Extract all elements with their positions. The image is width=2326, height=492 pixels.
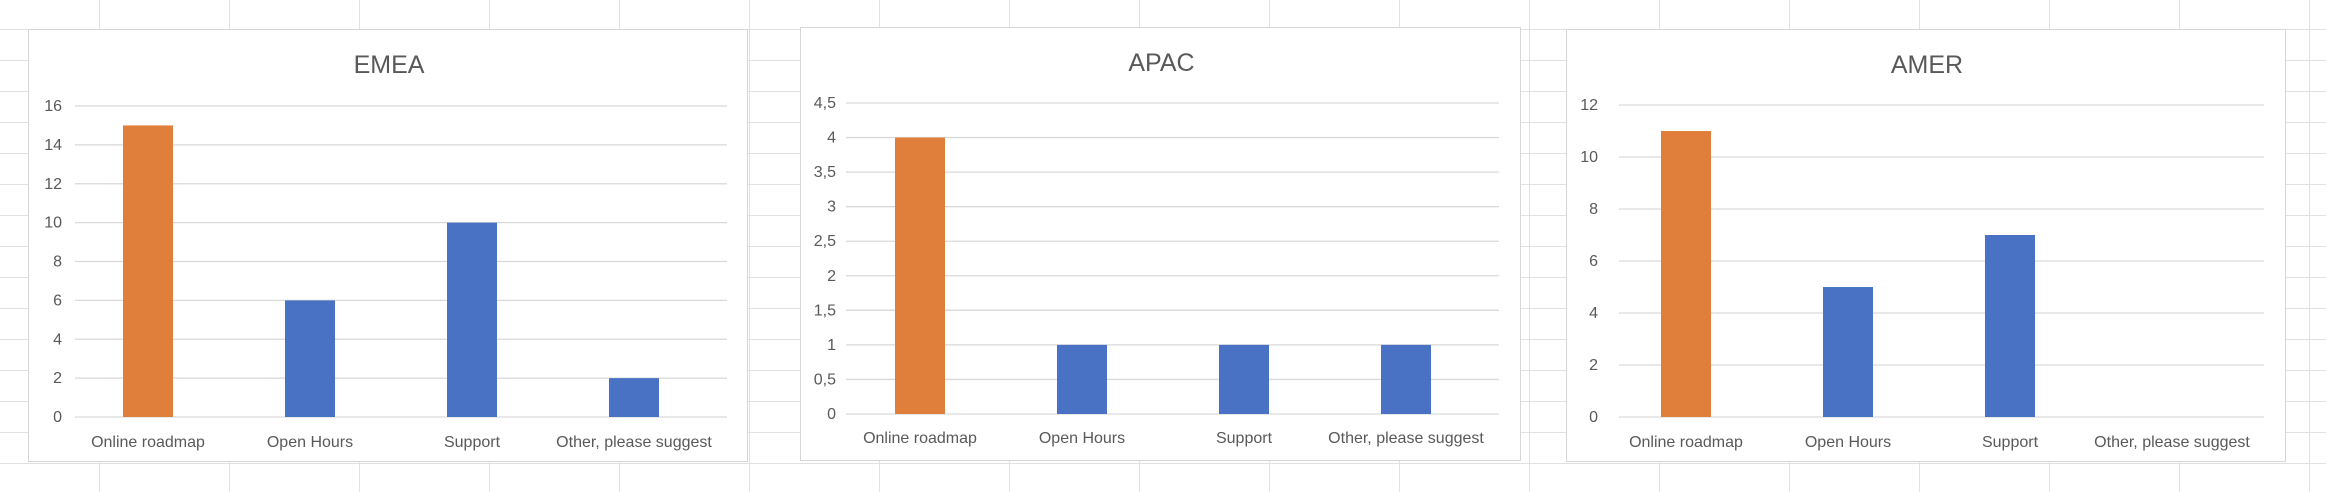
amer-chart-title: AMER (1891, 51, 1963, 79)
apac-y-tick-label: 4 (827, 130, 836, 147)
chart-amer-plot: AMER 0 2 4 6 8 10 12 Online roadmap Open Hours Sup… (1580, 51, 2264, 451)
amer-bar[interactable] (1823, 287, 1873, 417)
apac-y-tick-label: 3,5 (814, 164, 836, 181)
emea-bar[interactable] (609, 378, 659, 417)
emea-y-tick-label: 10 (44, 215, 62, 232)
apac-y-tick-label: 3 (827, 199, 836, 216)
emea-y-tick-label: 6 (53, 292, 62, 309)
apac-y-tick-label: 2,5 (814, 233, 836, 250)
apac-bar[interactable] (895, 137, 945, 415)
emea-chart-title: EMEA (354, 51, 425, 79)
chart-apac[interactable]: APAC 0 0,5 1 1,5 2 2,5 3 3,5 4 4,5 Online roadmap Op… (800, 27, 1521, 461)
apac-category-label: Open Hours (1039, 430, 1125, 447)
apac-y-tick-label: 0,5 (814, 371, 836, 388)
chart-amer[interactable]: AMER 0 2 4 6 8 10 12 Online roadmap Open Hours Sup… (1566, 29, 2286, 462)
apac-category-label: Online roadmap (863, 430, 977, 447)
apac-y-tick-label: 4,5 (814, 95, 836, 112)
emea-y-tick-label: 4 (53, 331, 62, 348)
emea-y-tick-label: 14 (44, 137, 62, 154)
apac-y-tick-label: 0 (827, 406, 836, 423)
emea-bar[interactable] (447, 222, 497, 417)
amer-y-tick-label: 12 (1580, 97, 1598, 114)
apac-bar[interactable] (1057, 344, 1107, 414)
amer-y-tick-label: 10 (1580, 149, 1598, 166)
apac-category-label: Support (1216, 430, 1273, 447)
amer-category-label: Support (1982, 434, 2039, 451)
emea-y-tick-label: 8 (53, 254, 62, 271)
apac-bar[interactable] (1219, 344, 1269, 414)
chart-emea-plot: EMEA 0 2 4 6 8 10 12 14 16 Online roadmap Open Hour… (44, 51, 727, 451)
emea-category-label: Other, please suggest (556, 434, 712, 451)
emea-bar[interactable] (123, 125, 173, 417)
emea-y-tick-label: 12 (44, 176, 62, 193)
emea-category-label: Open Hours (267, 434, 353, 451)
apac-category-label: Other, please suggest (1328, 430, 1484, 447)
amer-y-tick-label: 4 (1589, 305, 1598, 322)
apac-y-tick-label: 1,5 (814, 302, 836, 319)
apac-y-tick-label: 1 (827, 337, 836, 354)
apac-bar[interactable] (1381, 344, 1431, 414)
amer-category-label: Online roadmap (1629, 434, 1743, 451)
emea-category-label: Online roadmap (91, 434, 205, 451)
amer-category-label: Open Hours (1805, 434, 1891, 451)
emea-category-label: Support (444, 434, 501, 451)
amer-category-label: Other, please suggest (2094, 434, 2250, 451)
amer-y-tick-label: 2 (1589, 357, 1598, 374)
apac-y-tick-label: 2 (827, 268, 836, 285)
amer-y-tick-label: 0 (1589, 409, 1598, 426)
apac-chart-title: APAC (1128, 49, 1194, 77)
emea-bar[interactable] (285, 300, 335, 417)
emea-y-tick-label: 16 (44, 98, 62, 115)
chart-emea[interactable]: EMEA 0 2 4 6 8 10 12 14 16 Online roadmap Open Hour… (28, 29, 748, 462)
emea-y-tick-label: 0 (53, 409, 62, 426)
emea-y-tick-label: 2 (53, 370, 62, 387)
amer-bar[interactable] (1985, 235, 2035, 417)
chart-apac-plot: APAC 0 0,5 1 1,5 2 2,5 3 3,5 4 4,5 Online roadmap Op… (814, 49, 1499, 447)
amer-y-tick-label: 6 (1589, 253, 1598, 270)
amer-bar[interactable] (1661, 131, 1711, 417)
amer-y-tick-label: 8 (1589, 201, 1598, 218)
